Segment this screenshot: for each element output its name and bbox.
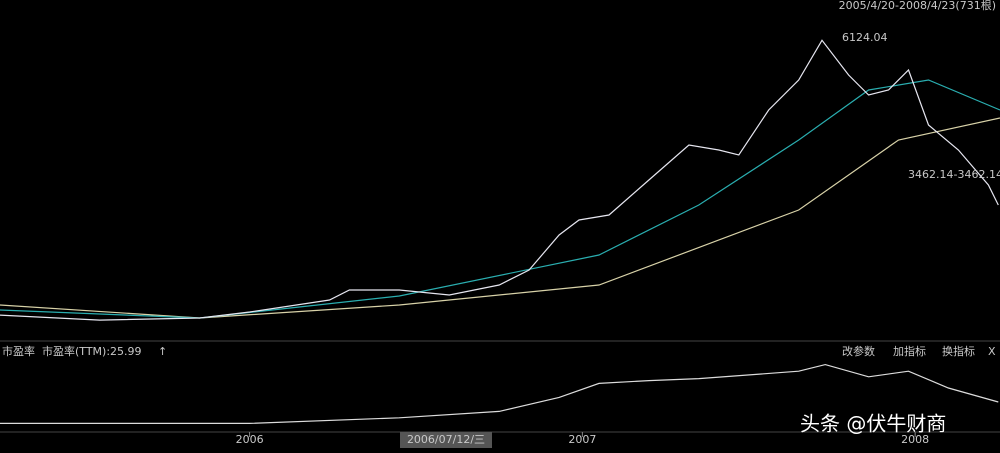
x-tick-label: 2006: [236, 433, 264, 446]
annotation: 6124.04: [842, 31, 888, 44]
panel-title: 市盈率: [2, 344, 35, 358]
cursor-date: 2006/07/12/三: [407, 433, 485, 446]
series-line: [0, 79, 1000, 319]
cursor-box: [400, 432, 492, 448]
button[interactable]: 换指标: [942, 344, 975, 358]
watermark: 头条 @伏牛财商: [800, 412, 946, 436]
series-line: [0, 363, 999, 424]
x-tick-label: 2007: [568, 433, 596, 446]
pe-label: 市盈率(TTM):25.99: [42, 344, 142, 358]
series-line: [0, 39, 999, 321]
button[interactable]: 加指标: [893, 344, 926, 358]
range-label: 2005/4/20-2008/4/23(731根): [839, 0, 996, 12]
button[interactable]: X: [988, 345, 996, 358]
series-line: [0, 117, 1000, 319]
arrow: ↑: [158, 345, 167, 358]
annotation: 3462.14-3462.14: [908, 168, 1000, 181]
x-tick-label: 2008: [901, 433, 929, 446]
button[interactable]: 改参数: [842, 344, 875, 358]
